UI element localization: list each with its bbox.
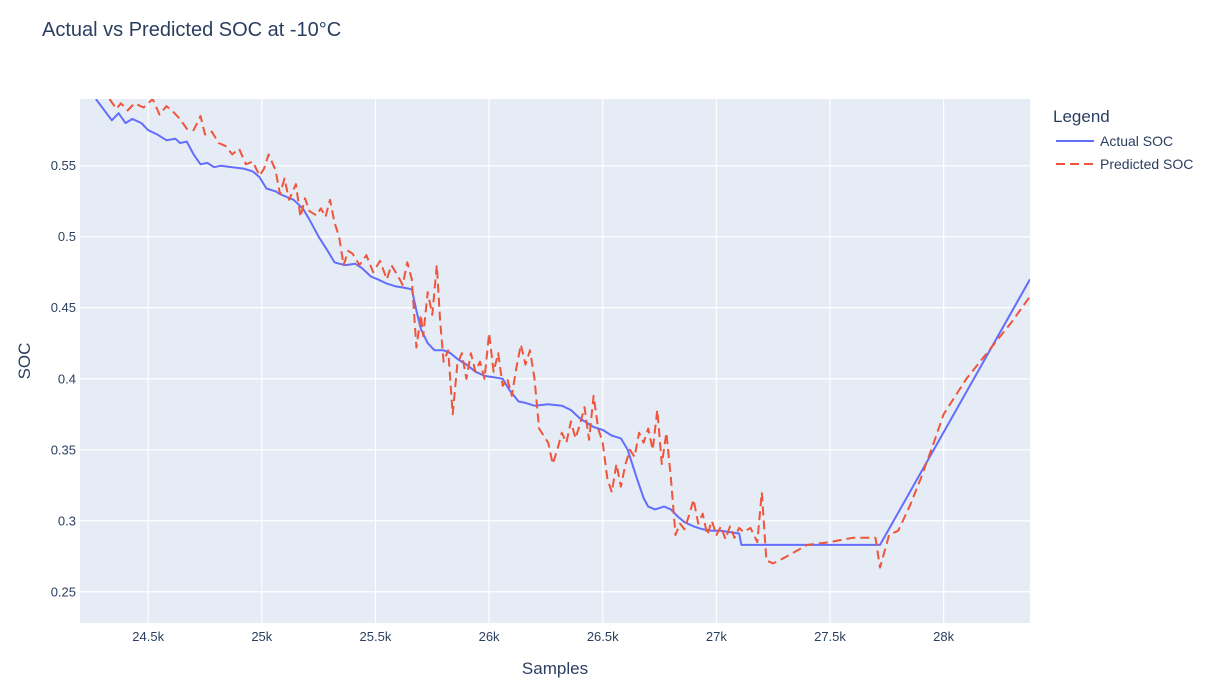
x-axis-title: Samples (522, 659, 588, 678)
legend-label-actual-soc: Actual SOC (1100, 133, 1173, 149)
chart-title: Actual vs Predicted SOC at -10°C (42, 19, 341, 41)
y-tick-label: 0.25 (51, 584, 76, 599)
y-tick-label: 0.5 (58, 229, 76, 244)
plot-area (80, 99, 1030, 623)
x-tick-label: 27k (706, 629, 727, 644)
y-tick-label: 0.55 (51, 158, 76, 173)
x-tick-label: 26.5k (587, 629, 619, 644)
series-layer (95, 99, 1030, 569)
x-axis-ticks: 24.5k 25k 25.5k 26k 26.5k 27k 27.5k 28k (132, 629, 954, 644)
x-tick-label: 26k (479, 629, 500, 644)
y-tick-label: 0.45 (51, 300, 76, 315)
legend-label-predicted-soc: Predicted SOC (1100, 156, 1193, 172)
x-tick-label: 27.5k (814, 629, 846, 644)
x-tick-label: 25k (251, 629, 272, 644)
x-tick-label: 24.5k (132, 629, 164, 644)
legend: Legend Actual SOC Predicted SOC (1053, 107, 1193, 172)
actual-soc-line (95, 99, 1030, 546)
y-tick-label: 0.35 (51, 442, 76, 457)
legend-title: Legend (1053, 107, 1110, 126)
x-tick-label: 28k (933, 629, 954, 644)
y-axis-title: SOC (15, 343, 34, 380)
y-tick-label: 0.4 (58, 371, 76, 386)
y-axis-ticks: 0.25 0.3 0.35 0.4 0.45 0.5 0.55 (51, 158, 76, 599)
predicted-soc-line (108, 99, 1030, 569)
y-tick-label: 0.3 (58, 513, 76, 528)
x-tick-label: 25.5k (360, 629, 392, 644)
gridlines (80, 99, 1030, 623)
